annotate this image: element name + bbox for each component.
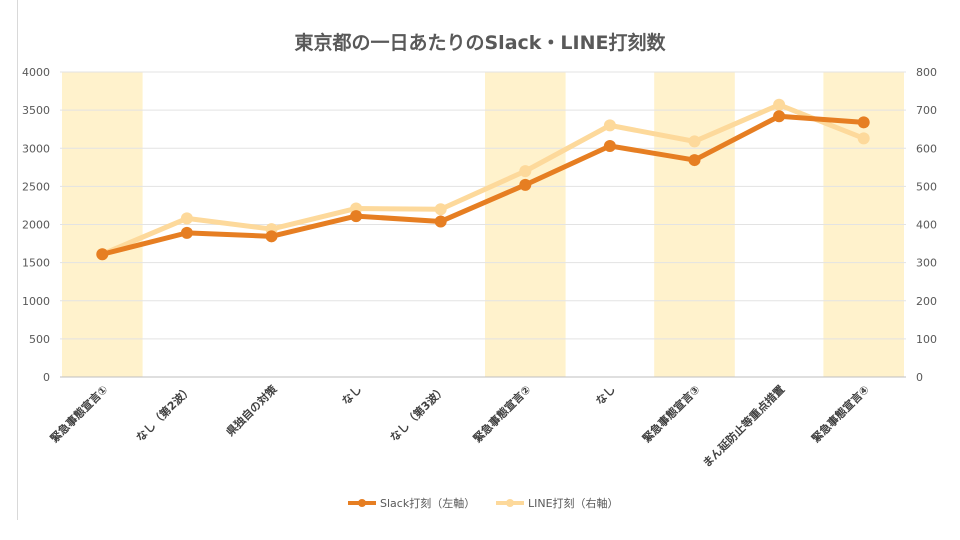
left-tick-label: 2000 <box>22 219 50 232</box>
data-point-left <box>519 178 532 191</box>
right-tick-label: 600 <box>916 142 937 155</box>
right-tick-label: 200 <box>916 295 937 308</box>
series-line-right <box>99 102 867 257</box>
category-label: まん延防止等重点措置 <box>700 382 788 470</box>
category-label: 緊急事態宣言④ <box>809 382 872 445</box>
category-label: 県独自の対策 <box>223 382 280 439</box>
right-tick-label: 0 <box>916 371 923 384</box>
data-point-left <box>773 110 786 123</box>
category-label: 緊急事態宣言③ <box>639 382 702 445</box>
data-point-left <box>265 230 278 243</box>
right-tick-label: 700 <box>916 104 937 117</box>
legend-marker-left <box>358 499 366 507</box>
left-tick-label: 500 <box>29 333 50 346</box>
data-point-right <box>434 203 447 216</box>
left-tick-label: 4000 <box>22 66 50 79</box>
category-label: なし <box>339 383 364 408</box>
data-point-left <box>857 116 870 129</box>
left-tick-label: 3500 <box>22 104 50 117</box>
right-tick-label: 100 <box>916 333 937 346</box>
data-point-right <box>519 165 532 178</box>
data-point-left <box>434 215 447 228</box>
data-point-right <box>773 98 786 111</box>
left-tick-label: 0 <box>43 371 50 384</box>
right-tick-label: 300 <box>916 257 937 270</box>
left-tick-label: 2500 <box>22 180 50 193</box>
data-point-left <box>603 139 616 152</box>
chart-frame <box>17 0 960 520</box>
left-tick-label: 3000 <box>22 142 50 155</box>
right-tick-label: 400 <box>916 219 937 232</box>
left-axis-ticks: 0 500 1000 1500 2000 2500 3000 3500 4000 <box>22 66 50 384</box>
category-label: 緊急事態宣言① <box>47 382 110 445</box>
data-point-left <box>96 248 109 261</box>
right-tick-label: 500 <box>916 180 937 193</box>
series-lines <box>96 98 870 261</box>
data-point-right <box>688 135 701 148</box>
category-labels: 緊急事態宣言① なし（第2波） 県独自の対策 なし なし（第3波） 緊急事態宣言② なし 緊急… <box>47 382 872 470</box>
data-point-left <box>180 226 193 239</box>
data-point-left <box>350 210 363 223</box>
legend-label: Slack打刻（左軸） <box>380 496 475 510</box>
category-label: なし（第2波） <box>133 382 195 444</box>
right-axis-ticks: 0 100 200 300 400 500 600 700 800 <box>916 66 937 384</box>
left-tick-label: 1500 <box>22 257 50 270</box>
legend-label: LINE打刻（右軸） <box>528 496 619 510</box>
left-tick-label: 1000 <box>22 295 50 308</box>
chart-title: 東京都の一日あたりのSlack・LINE打刻数 <box>294 32 666 54</box>
category-label: 緊急事態宣言② <box>470 382 533 445</box>
series-line-left <box>99 113 867 257</box>
data-point-right <box>857 132 870 145</box>
data-point-right <box>603 119 616 132</box>
data-point-right <box>180 212 193 225</box>
category-label: なし <box>593 383 618 408</box>
category-label: なし（第3波） <box>387 382 449 444</box>
right-tick-label: 800 <box>916 66 937 79</box>
legend: Slack打刻（左軸） LINE打刻（右軸） <box>348 496 619 510</box>
legend-marker-right <box>506 499 514 507</box>
data-point-left <box>688 154 701 167</box>
